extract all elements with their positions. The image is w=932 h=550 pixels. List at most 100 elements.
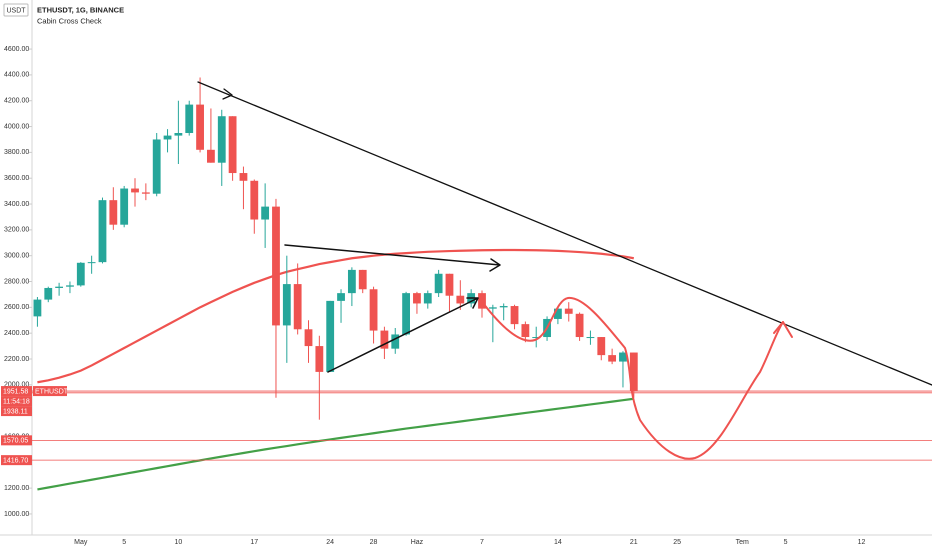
candle-body [597, 337, 606, 356]
y-tick-label: 4600.00 [4, 46, 29, 53]
level-label-box [1, 435, 32, 446]
candle-body [434, 273, 443, 294]
x-tick-label: 21 [630, 539, 638, 546]
candle-body [131, 188, 139, 193]
candle-body [66, 285, 74, 287]
candle-body [44, 287, 53, 300]
y-tick-label: 2800.00 [4, 278, 29, 285]
candle-body [488, 307, 497, 309]
candle-body [358, 269, 367, 290]
symbol-tag-box [33, 386, 67, 397]
candle-body [575, 313, 584, 338]
candle-body [174, 133, 183, 136]
x-tick-label: 17 [250, 539, 258, 546]
candle-body [207, 149, 215, 163]
y-tick-label: 2400.00 [4, 330, 29, 337]
x-tick-label: 14 [554, 539, 562, 546]
countdown: 11:54:18 [3, 398, 30, 405]
y-tick-label: 3400.00 [4, 201, 29, 208]
candle-body [293, 284, 302, 330]
y-tick-label: 1200.00 [4, 485, 29, 492]
y-tick-label: 3800.00 [4, 149, 29, 156]
y-tick-label: 4400.00 [4, 72, 29, 79]
y-tick-label: 4000.00 [4, 123, 29, 130]
candle-body [391, 334, 400, 349]
candle-body [326, 300, 335, 372]
y-tick-label: 3000.00 [4, 253, 29, 260]
indicator-name: Cabin Cross Check [37, 16, 102, 25]
arrow-head [222, 88, 233, 100]
candle-body [109, 200, 118, 225]
candle-body [250, 180, 259, 220]
candle-body [369, 289, 378, 331]
candle-body [413, 293, 421, 304]
last-price-label-box [1, 386, 32, 397]
candle-body [163, 135, 172, 140]
candle-body [217, 116, 226, 163]
annotations [197, 81, 932, 460]
candle-body [315, 346, 324, 372]
y-tick-label: 2000.00 [4, 382, 29, 389]
projection-curve [482, 296, 784, 460]
level-label: 1570.05 [3, 438, 28, 445]
candle-body [619, 352, 627, 362]
y-tick-label: 4200.00 [4, 98, 29, 105]
candle-body [98, 200, 107, 263]
y-tick-label: 2600.00 [4, 304, 29, 311]
candle-body [402, 293, 410, 335]
y-tick-label: 1000.00 [4, 511, 29, 518]
arrow-head [773, 321, 793, 338]
candle-body [282, 284, 291, 326]
candle-body [456, 295, 465, 304]
candle-body [239, 173, 248, 181]
level-label: 1938.11 [3, 408, 28, 415]
x-tick-label: Tem [736, 539, 749, 546]
y-tick-label: 3600.00 [4, 175, 29, 182]
candle-body [120, 188, 129, 225]
candle-body [196, 104, 204, 150]
x-tick-label: 7 [480, 539, 484, 546]
x-tick-label: 12 [858, 539, 866, 546]
x-tick-label: 28 [370, 539, 378, 546]
candle-body [510, 306, 519, 325]
x-tick-label: 5 [784, 539, 788, 546]
x-tick-label: 10 [174, 539, 182, 546]
trend-arrow [327, 297, 479, 373]
trend-line [197, 81, 932, 386]
moving-average-line [37, 397, 634, 491]
candle-body [608, 355, 617, 362]
unit-box [3, 3, 29, 17]
x-tick-label: 25 [673, 539, 681, 546]
candle-body [554, 308, 562, 319]
trend-arrow [284, 244, 501, 272]
candle-body [304, 329, 313, 347]
symbol-tag: ETHUSDT [35, 388, 69, 395]
candle-body [478, 293, 486, 309]
candle-body [564, 308, 573, 314]
candle-body [423, 293, 432, 304]
candle-body [76, 262, 85, 286]
candle-body [445, 273, 454, 296]
candle-body [55, 286, 64, 288]
candle-body [185, 104, 194, 134]
candle-body [272, 206, 280, 326]
x-tick-label: Haz [411, 539, 424, 546]
candle-body [586, 337, 595, 339]
candle-body [228, 116, 237, 174]
candle-body [380, 330, 389, 349]
candle-body [347, 269, 356, 294]
x-tick-label: May [74, 539, 88, 546]
candle-body [629, 352, 638, 392]
moving-average-line [37, 248, 635, 384]
candle-body [532, 337, 541, 339]
price-labels: 1951.58 ETHUSDT 11:54:18 1938.11 1570.05 1416… [1, 386, 69, 466]
candle-body [521, 324, 530, 338]
candle-body [337, 293, 345, 301]
x-tick-label: 24 [326, 539, 334, 546]
last-price-label: 1951.58 [3, 388, 28, 395]
y-tick-label: 3200.00 [4, 227, 29, 234]
chart-title: ETHUSDT, 1G, BINANCE [37, 5, 124, 14]
candle-body [141, 192, 150, 194]
